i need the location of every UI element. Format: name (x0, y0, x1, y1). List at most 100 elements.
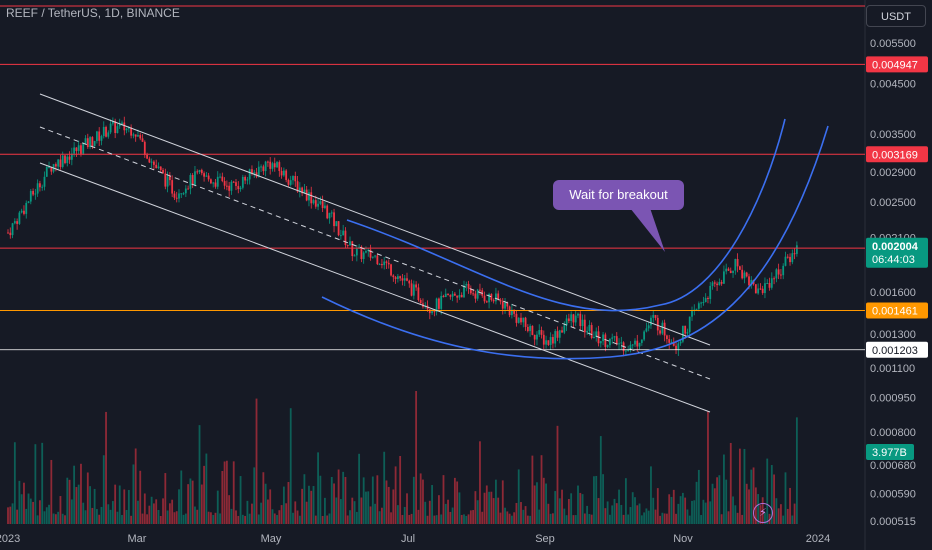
candle-body (298, 187, 301, 192)
volume-bar (579, 492, 582, 524)
volume-bar (271, 509, 274, 524)
volume-bar (581, 494, 584, 524)
candle-body (34, 193, 37, 195)
candle-body (246, 179, 249, 181)
candle-body (109, 123, 112, 133)
time-tick-label: May (261, 533, 282, 545)
candle-body (205, 175, 208, 177)
candle-body (82, 143, 85, 154)
volume-bar (358, 453, 361, 524)
volume-bar (481, 511, 484, 524)
volume-bar (773, 474, 775, 524)
candle-body (590, 325, 593, 339)
volume-bar (770, 465, 773, 524)
volume-bar (102, 455, 105, 524)
symbol-title: REEF / TetherUS, 1D, BINANCE (6, 6, 180, 20)
time-tick-label: 2023 (0, 533, 20, 545)
volume-bar (166, 510, 169, 524)
candle-body (349, 241, 351, 246)
volume-bar (629, 507, 632, 524)
candle-body (677, 343, 680, 350)
volume-bar (344, 476, 347, 524)
volume-bar (205, 453, 208, 524)
candle-body (378, 264, 381, 266)
volume-bar (130, 515, 133, 524)
volume-bar (533, 485, 536, 524)
volume-bar (504, 507, 506, 524)
volume-bar (196, 509, 199, 524)
volume-bar (80, 463, 82, 524)
candle-body (773, 278, 775, 280)
volume-bar (285, 503, 288, 524)
candle-body (344, 230, 347, 246)
candle-body (526, 326, 529, 332)
candle-body (679, 341, 682, 344)
volume-bar (64, 515, 66, 524)
candle-body (540, 330, 543, 335)
candle-body (116, 126, 119, 134)
volume-bar (143, 493, 146, 524)
volume-bar (406, 493, 408, 524)
candle-body (444, 293, 447, 298)
volume-bar (563, 508, 566, 524)
candle-body (146, 154, 148, 159)
volume-bar (351, 497, 354, 524)
candle-body (688, 316, 691, 333)
candles (7, 116, 798, 357)
candle-body (27, 201, 30, 203)
candle-body (23, 210, 25, 214)
candle-body (547, 340, 550, 345)
volume-bar (127, 490, 130, 524)
volume-bar (736, 512, 739, 524)
candle-body (499, 299, 502, 302)
level-tag (866, 146, 928, 163)
candle-body (791, 253, 794, 263)
candle-body (123, 122, 126, 131)
volume-bar (43, 511, 46, 524)
candle-body (162, 169, 164, 174)
volume-bar (586, 505, 589, 524)
candle-body (716, 283, 718, 286)
volume-bar (677, 503, 680, 524)
candle-body (727, 268, 730, 271)
candle-body (602, 334, 604, 342)
candle-body (428, 309, 431, 314)
volume-bar (312, 486, 315, 524)
volume-bar (353, 501, 356, 524)
volume-bar (216, 490, 219, 524)
annotation-bubble[interactable]: Wait for breakout (553, 180, 684, 210)
volume-bar (260, 502, 262, 524)
candle-body (565, 318, 568, 326)
lightning-icon[interactable]: ⚡ (753, 503, 773, 523)
candle-body (271, 163, 274, 169)
candle-body (538, 330, 541, 335)
volume-bar (362, 477, 365, 524)
candle-body (326, 205, 329, 219)
volume-bar (230, 508, 233, 524)
candle-body (100, 136, 103, 141)
volume-bar (752, 467, 755, 524)
volume-bar (741, 514, 744, 524)
candle-body (383, 261, 386, 266)
candle-body (89, 137, 91, 148)
candle-body (492, 299, 495, 302)
candle-body (588, 325, 591, 331)
candle-body (522, 317, 525, 323)
volume-bar (668, 494, 671, 524)
currency-button[interactable]: USDT (866, 5, 926, 27)
candle-body (554, 331, 557, 344)
volume-bar (48, 504, 50, 524)
candle-body (289, 180, 292, 185)
candle-body (447, 293, 449, 296)
candle-body (520, 317, 522, 323)
volume-bar (419, 473, 422, 524)
countdown-label: 06:44:03 (872, 254, 915, 266)
candle-body (93, 140, 96, 147)
volume-bar (707, 411, 709, 524)
candle-body (761, 288, 764, 294)
volume-bar (590, 514, 593, 524)
volume-bar (355, 511, 358, 524)
candle-body (18, 212, 21, 224)
candle-body (729, 270, 732, 274)
